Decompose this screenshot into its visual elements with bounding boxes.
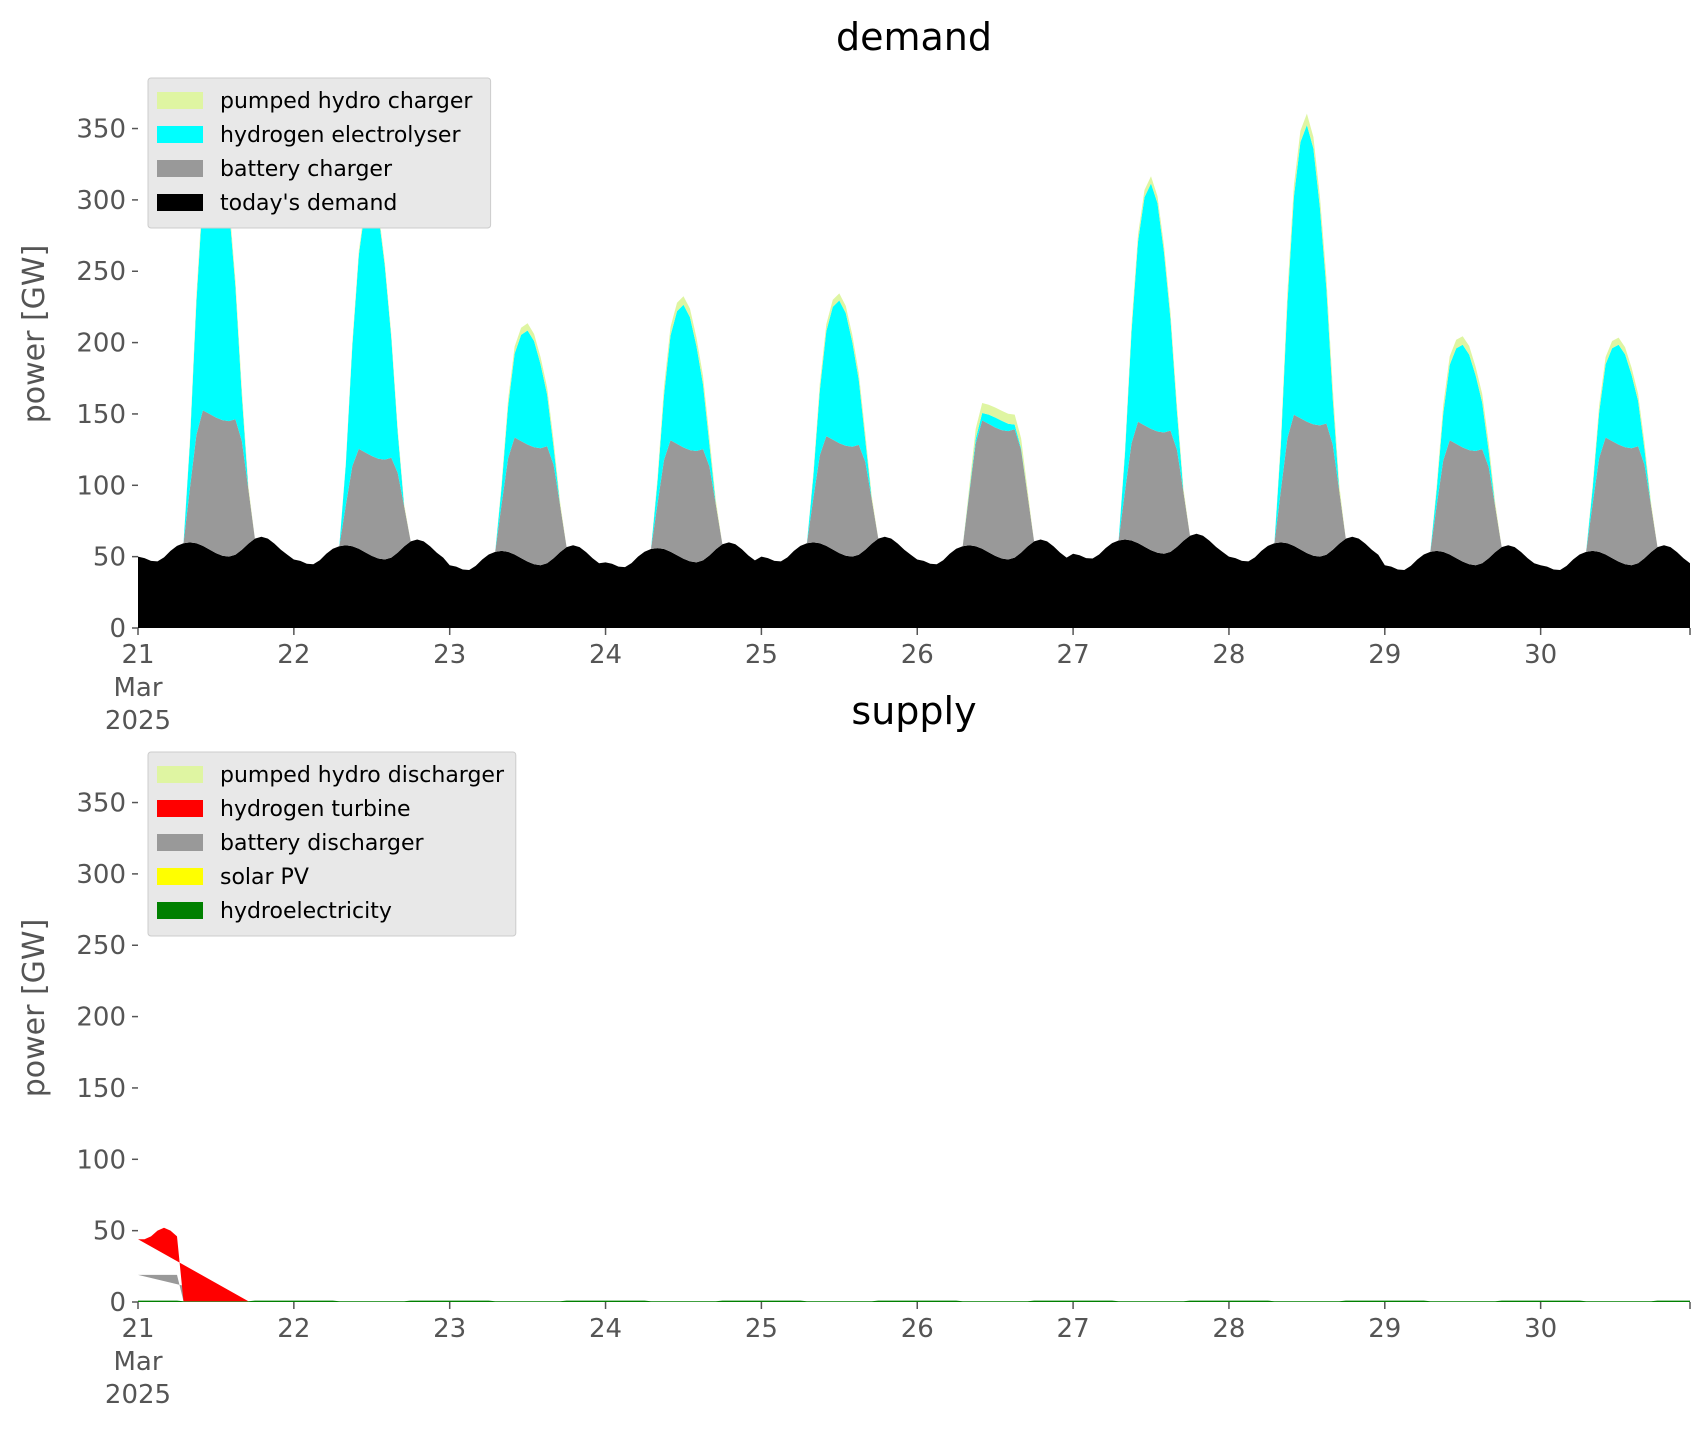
demand-xtick-label: 26 [901, 640, 934, 670]
supply-ytick-label: 100 [76, 1145, 126, 1175]
demand-ytick-label: 350 [76, 115, 126, 145]
supply-area-hydroelectricity [138, 1300, 1690, 1302]
demand-xtick-label: 30 [1524, 640, 1557, 670]
supply-legend-swatch [157, 766, 203, 783]
demand-area-battery-charger [138, 410, 1690, 570]
supply-xtick-label: 26 [901, 1314, 934, 1344]
supply-xtick-label: 24 [589, 1314, 622, 1344]
demand-area-hydrogen-electrolyser [138, 125, 1690, 570]
supply-ytick-label: 200 [76, 1003, 126, 1033]
demand-chart: demand power [GW] 0 50 100 150 200 250 300 350 21M… [17, 15, 1691, 736]
demand-legend-label: hydrogen electrolyser [220, 123, 461, 148]
supply-legend-swatch [157, 868, 203, 885]
supply-legend-swatch [157, 902, 203, 919]
demand-ytick-label: 200 [76, 329, 126, 359]
supply-legend [147, 751, 517, 937]
demand-xtick-label: 28 [1212, 640, 1245, 670]
demand-ytick-label: 150 [76, 400, 126, 430]
supply-xtick-label: 30 [1524, 1314, 1557, 1344]
supply-ylabel: power [GW] [17, 919, 52, 1098]
supply-legend-swatch [157, 800, 203, 817]
supply-ytick-label: 350 [76, 789, 126, 819]
supply-title: supply [851, 689, 976, 733]
demand-ytick-label: 100 [76, 471, 126, 501]
supply-xtick-label: 29 [1368, 1314, 1401, 1344]
demand-legend-swatch [157, 92, 203, 109]
demand-xtick-label: 2025 [105, 706, 171, 736]
demand-xtick-label: Mar [113, 673, 162, 703]
demand-area-todays-demand [138, 533, 1690, 628]
supply-xtick-label: 2025 [105, 1380, 171, 1410]
demand-ytick-label: 300 [76, 186, 126, 216]
demand-xtick-label: 21 [121, 640, 154, 670]
supply-ytick-label: 50 [93, 1217, 126, 1247]
supply-xtick-label: 27 [1057, 1314, 1090, 1344]
supply-legend-label: battery discharger [220, 831, 425, 856]
supply-ytick-label: 300 [76, 860, 126, 890]
demand-legend [147, 77, 492, 229]
demand-ytick-label: 0 [109, 614, 126, 644]
supply-chart: supply power [GW] 0 50 100 150 200 250 300 350 21M… [17, 689, 1691, 1410]
demand-ytick-label: 250 [76, 257, 126, 287]
supply-xtick-label: 28 [1212, 1314, 1245, 1344]
supply-xtick-label: Mar [113, 1347, 162, 1377]
demand-title: demand [836, 15, 992, 59]
demand-xtick-label: 22 [277, 640, 310, 670]
demand-legend-swatch [157, 194, 203, 211]
supply-ytick-label: 150 [76, 1074, 126, 1104]
demand-ylabel: power [GW] [17, 245, 52, 424]
demand-legend-swatch [157, 160, 203, 177]
demand-ytick-label: 50 [93, 543, 126, 573]
supply-xtick-label: 25 [745, 1314, 778, 1344]
demand-legend-swatch [157, 126, 203, 143]
demand-xtick-label: 29 [1368, 640, 1401, 670]
supply-ytick-label: 250 [76, 931, 126, 961]
demand-legend-label: battery charger [220, 157, 393, 182]
supply-legend-label: solar PV [220, 865, 309, 890]
supply-legend-label: pumped hydro discharger [220, 763, 505, 788]
demand-xtick-label: 23 [433, 640, 466, 670]
demand-xtick-label: 24 [589, 640, 622, 670]
supply-xtick-label: 22 [277, 1314, 310, 1344]
supply-xtick-label: 23 [433, 1314, 466, 1344]
supply-xtick-label: 21 [121, 1314, 154, 1344]
demand-xtick-label: 25 [745, 640, 778, 670]
demand-legend-label: pumped hydro charger [220, 89, 473, 114]
supply-legend-label: hydroelectricity [220, 899, 392, 924]
demand-xtick-label: 27 [1057, 640, 1090, 670]
supply-legend-swatch [157, 834, 203, 851]
supply-legend-label: hydrogen turbine [220, 797, 411, 822]
supply-ytick-label: 0 [109, 1288, 126, 1318]
supply-area-hydrogen-turbine [138, 1227, 249, 1302]
demand-legend-label: today's demand [220, 191, 397, 216]
